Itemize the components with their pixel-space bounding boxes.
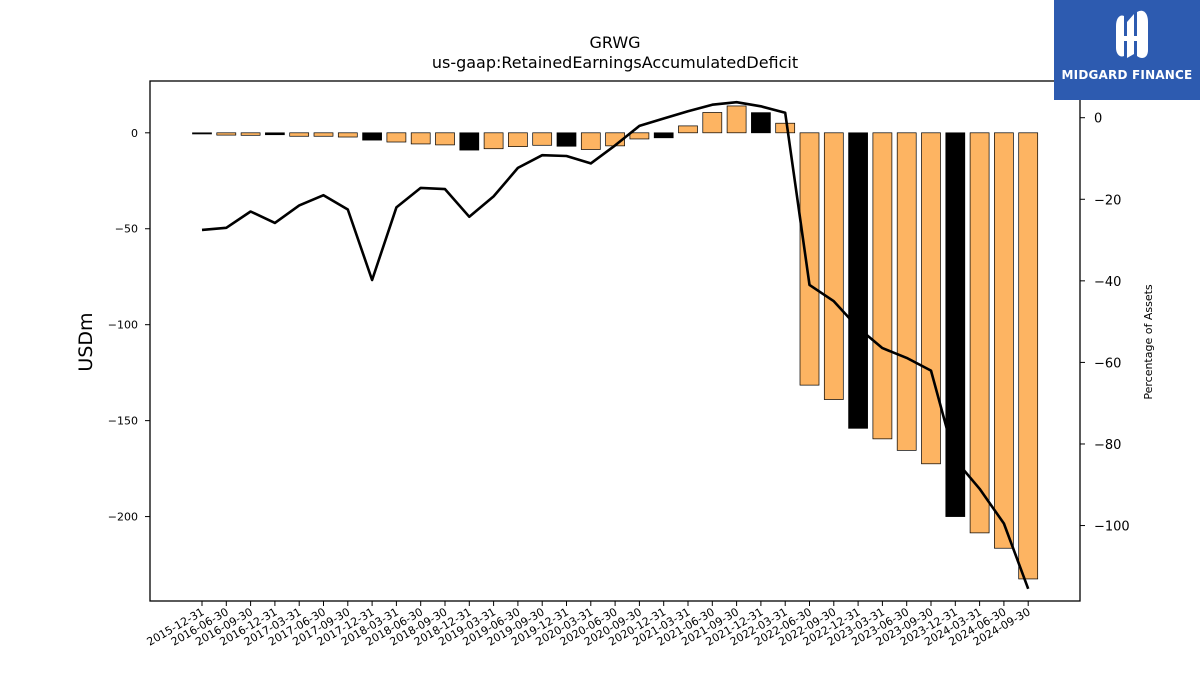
bar	[556, 132, 577, 147]
bar	[337, 132, 358, 138]
bar	[265, 132, 285, 136]
y-tick-label: −150	[108, 415, 138, 428]
bar	[702, 112, 723, 134]
midgard-logo-icon	[1116, 10, 1148, 59]
bar	[289, 132, 310, 137]
bar	[508, 132, 528, 147]
bar	[410, 132, 431, 145]
logo-text: MIDGARD FINANCE	[1061, 68, 1193, 82]
bar	[629, 132, 650, 140]
percentage-line	[201, 100, 1030, 590]
plot-frame	[149, 80, 1081, 602]
y2-tick-label: −60	[1094, 356, 1121, 371]
bar	[823, 132, 844, 400]
midgard-finance-logo: MIDGARD FINANCE	[1054, 0, 1200, 100]
bars-layer	[192, 105, 1039, 580]
bar	[192, 132, 212, 135]
y-axis-label: USDm	[75, 312, 97, 371]
y-tick-label: −100	[108, 319, 138, 332]
bar	[240, 132, 261, 136]
bar	[945, 132, 966, 517]
bar	[678, 125, 698, 134]
bar	[775, 122, 796, 134]
bar	[532, 132, 553, 146]
bar	[896, 132, 917, 451]
y2-tick-label: −40	[1094, 275, 1121, 290]
bar	[726, 105, 747, 134]
bar	[969, 132, 990, 534]
y2-tick-label: −20	[1094, 193, 1121, 208]
bar	[459, 132, 480, 151]
bar	[751, 112, 771, 134]
bar	[580, 132, 601, 150]
y2-axis-label: Percentage of Assets	[1142, 284, 1155, 400]
bar	[848, 132, 868, 429]
y2-tick-label: 0	[1094, 112, 1102, 127]
y-tick-label: −200	[108, 511, 138, 524]
chart-subtitle: us-gaap:RetainedEarningsAccumulatedDefic…	[432, 53, 798, 72]
y-tick-label: −50	[115, 223, 138, 236]
bar	[216, 132, 237, 136]
bar	[653, 132, 674, 139]
bar	[435, 132, 455, 146]
bar	[386, 132, 407, 143]
bar	[362, 132, 382, 141]
y-tick-label: 0	[131, 127, 138, 140]
bar	[994, 132, 1014, 549]
line-layer	[201, 100, 1030, 590]
y2-tick-label: −100	[1094, 520, 1130, 535]
y2-tick-label: −80	[1094, 438, 1121, 453]
bar	[483, 132, 504, 150]
chart-title: GRWG	[589, 33, 640, 52]
bar	[1018, 132, 1039, 580]
bar	[921, 132, 941, 465]
bar	[872, 132, 893, 440]
bar	[313, 132, 334, 137]
bar	[799, 132, 820, 386]
